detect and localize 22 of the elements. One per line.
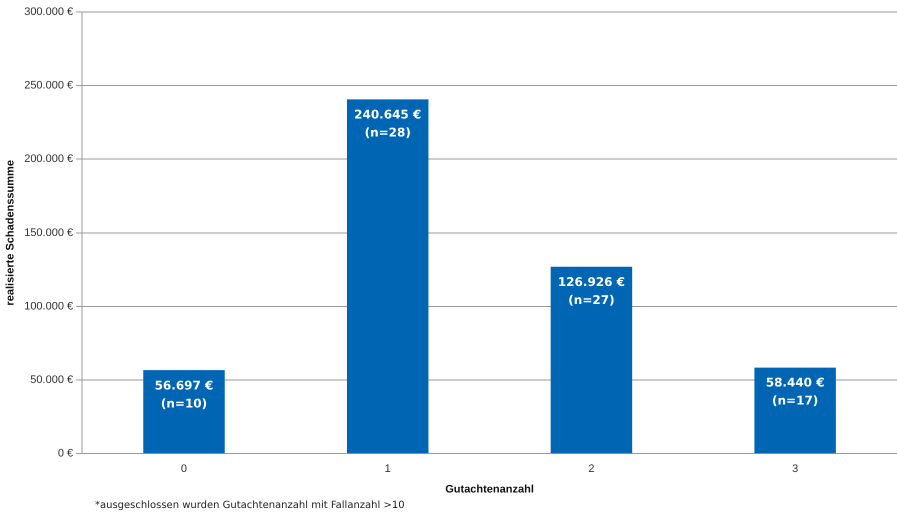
data-label: 240.645 € (n=28) xyxy=(354,107,422,140)
y-tick-label: 150.000 € xyxy=(24,226,74,239)
x-tick-label: 0 xyxy=(180,463,188,476)
text: *ausgeschlossen wurden Gutachtenanzahl mit Fallanzahl >10 xyxy=(95,500,405,511)
x-tick-label: 2 xyxy=(588,463,594,476)
y-tick-label: 50.000 € xyxy=(30,374,74,386)
y-axis-title: realisierte Schadenssumme xyxy=(4,160,17,306)
y-tick-label: 250.000 € xyxy=(24,80,74,92)
data-label: 56.697 € (n=10) xyxy=(154,378,214,410)
x-axis-title: Gutachtenanzahl xyxy=(445,483,534,496)
y-tick-label: 300.000 € xyxy=(24,6,74,18)
x-tick-label: 1 xyxy=(384,463,391,476)
bar xyxy=(550,266,632,454)
bar xyxy=(754,368,836,454)
y-tick-label: 0 € xyxy=(58,448,74,460)
x-tick-label: 3 xyxy=(792,463,798,476)
bar xyxy=(143,370,225,454)
bar xyxy=(346,99,428,454)
data-label: 58.440 € (n=17) xyxy=(766,376,825,408)
y-tick-label: 100.000 € xyxy=(24,300,74,312)
y-tick-label: 200.000 € xyxy=(24,153,74,166)
data-label: 126.926 € (n=27) xyxy=(558,274,626,307)
